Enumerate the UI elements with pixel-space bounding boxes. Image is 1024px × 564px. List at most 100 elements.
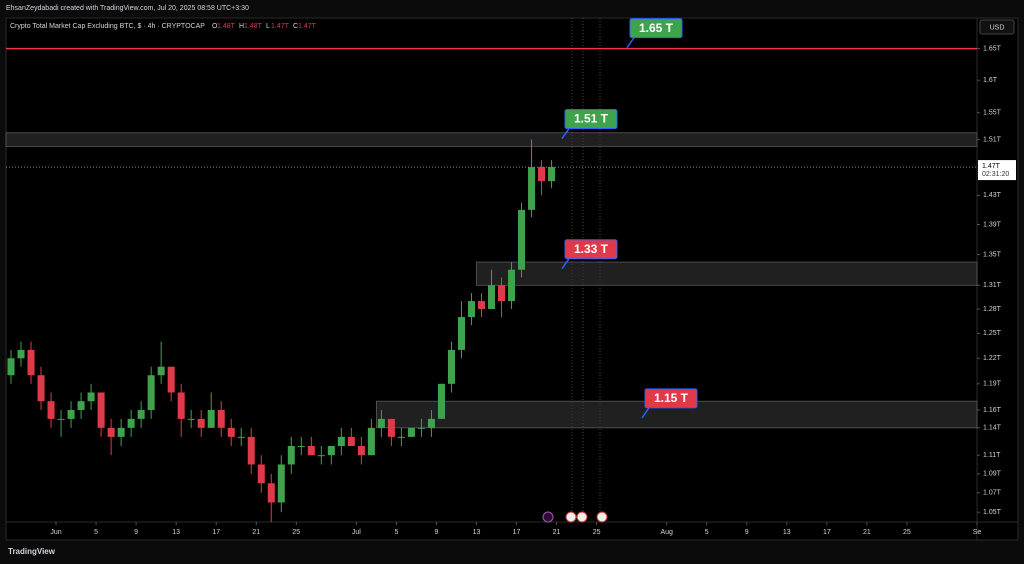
candle-body <box>77 401 85 411</box>
x-tick-label: 5 <box>705 529 709 536</box>
ohlc-value: 1.47T <box>298 23 317 30</box>
x-tick-label: Aug <box>660 529 673 536</box>
candle-body <box>457 317 465 350</box>
zone <box>5 132 978 147</box>
candle-body <box>347 436 355 446</box>
candle-body <box>377 418 385 428</box>
candle-body <box>247 436 255 465</box>
candle-body <box>17 349 25 359</box>
x-tick-label: 13 <box>473 529 481 536</box>
candle-body <box>167 366 175 393</box>
header-note: EhsanZeydabadi created with TradingView.… <box>6 5 249 12</box>
ohlc-value: 1.48T <box>244 23 263 30</box>
x-tick-label: 25 <box>292 529 300 536</box>
candle-body <box>317 455 325 457</box>
candle-body <box>307 445 315 456</box>
y-tick-label: 1.31T <box>983 282 1002 289</box>
candle-body <box>127 418 135 428</box>
annotation-box <box>629 18 683 39</box>
y-tick-label: 1.6T <box>983 77 998 84</box>
ohlc-value: 1.48T <box>217 23 236 30</box>
candle-body <box>498 285 506 302</box>
y-tick-label: 1.07T <box>983 490 1002 497</box>
candle-body <box>7 358 15 376</box>
currency-box[interactable] <box>979 19 1015 35</box>
y-tick-label: 1.28T <box>983 306 1002 313</box>
brand: TradingView <box>8 547 56 556</box>
ohlc-key: H <box>239 23 244 30</box>
candle-body <box>538 167 546 182</box>
event-icon[interactable] <box>542 511 554 523</box>
annotation-pointer <box>561 128 570 139</box>
candle-body <box>548 167 556 182</box>
ohlc-key: C <box>293 23 298 30</box>
candle-body <box>437 383 445 419</box>
currency[interactable]: USD <box>990 24 1005 31</box>
y-tick-label: 1.14T <box>983 425 1002 432</box>
candle-body <box>57 418 65 420</box>
candle-body <box>107 427 115 437</box>
candle-body <box>367 427 375 456</box>
y-tick-label: 1.09T <box>983 471 1002 478</box>
x-tick-label: 5 <box>394 529 398 536</box>
candle-body <box>217 410 225 428</box>
y-tick-label: 1.39T <box>983 221 1002 228</box>
candle-body <box>227 427 235 437</box>
x-tick-label: 17 <box>513 529 521 536</box>
candle-body <box>287 445 295 465</box>
candle-body <box>137 410 145 419</box>
candle-body <box>508 269 516 302</box>
annotation-box <box>564 239 618 260</box>
candle-body <box>267 483 275 503</box>
y-tick-label: 1.11T <box>983 452 1001 459</box>
last-price-label: 1.47T <box>982 163 1001 170</box>
y-tick-label: 1.05T <box>983 509 1002 516</box>
annotation-pointer <box>626 37 635 49</box>
candle-body <box>27 349 35 376</box>
last-price-box <box>978 160 1016 181</box>
candle-body <box>67 410 75 419</box>
ohlc-key: O <box>212 23 218 30</box>
candle-body <box>197 418 205 428</box>
x-tick-label: 5 <box>94 529 98 536</box>
x-tick-label: Se <box>973 529 982 536</box>
event-icon[interactable] <box>565 511 577 523</box>
candle-body <box>477 301 485 310</box>
event-icon[interactable] <box>596 511 608 523</box>
y-tick-label: 1.16T <box>983 407 1002 414</box>
candle-body <box>47 401 55 419</box>
x-tick-label: Jun <box>50 529 61 536</box>
candle-body <box>337 436 345 446</box>
annotation-box <box>564 109 618 130</box>
annotation-pointer <box>561 258 570 270</box>
x-tick-label: 21 <box>863 529 871 536</box>
candle-body <box>97 392 105 428</box>
candle-body <box>237 436 245 438</box>
y-tick-label: 1.43T <box>983 192 1002 199</box>
candle-body <box>37 375 45 402</box>
ohlc-key: L <box>266 23 270 30</box>
countdown: 02:31:20 <box>982 171 1009 178</box>
event-icon[interactable] <box>576 511 588 523</box>
candle-body <box>297 445 305 447</box>
y-tick-label: 1.35T <box>983 251 1002 258</box>
candle-body <box>277 464 285 503</box>
candle-body <box>147 375 155 411</box>
y-tick-label: 1.65T <box>983 45 1002 52</box>
x-tick-label: 21 <box>252 529 260 536</box>
x-tick-label: 13 <box>172 529 180 536</box>
ohlc-value: 1.47T <box>271 23 290 30</box>
x-tick-label: 9 <box>134 529 138 536</box>
candle-body <box>327 445 335 456</box>
candle-body <box>518 209 526 270</box>
candle-body <box>467 301 475 318</box>
candle-body <box>117 427 125 437</box>
x-tick-label: Jul <box>352 529 361 536</box>
x-tick-label: 9 <box>434 529 438 536</box>
candle-body <box>427 418 435 428</box>
annotation-label: 1.33 T <box>574 242 609 256</box>
candle-body <box>207 410 215 428</box>
symbol-title: Crypto Total Market Cap Excluding BTC, $… <box>10 23 205 30</box>
